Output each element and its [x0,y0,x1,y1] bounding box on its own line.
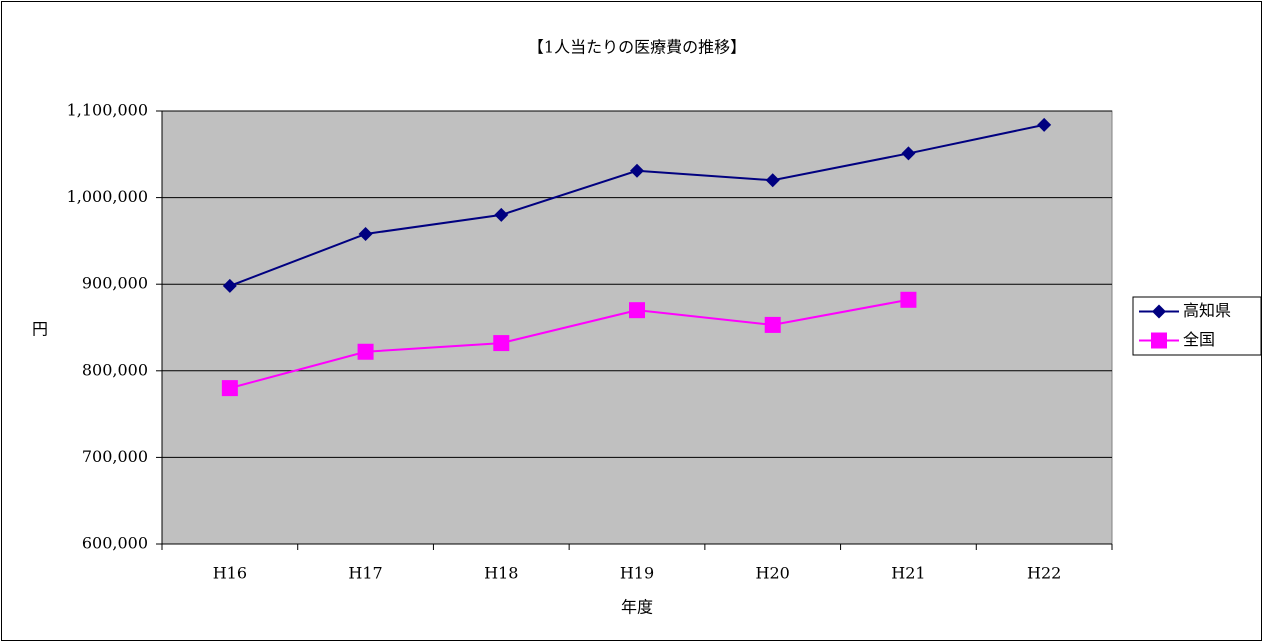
data-point [765,173,780,188]
y-tick-label: 800,000 [82,360,148,379]
data-point [222,278,237,293]
x-tick-label: H20 [756,564,790,583]
x-axis-label: 年度 [621,598,653,617]
data-point [358,226,373,241]
series-line [229,298,909,390]
legend-marker [1151,332,1167,349]
y-tick-label: 600,000 [82,534,148,553]
data-point [221,380,238,397]
chart-title: 【1人当たりの医療費の推移】 [528,38,746,57]
y-tick-label: 700,000 [82,447,148,466]
x-tick-label: H21 [891,564,925,583]
data-point [357,343,374,360]
data-point [901,146,916,161]
x-tick-label: H16 [213,564,247,583]
legend-label: 全国 [1183,330,1215,349]
y-axis-label: 円 [32,320,48,339]
legend-label: 高知県 [1183,301,1231,320]
x-tick-label: H17 [348,564,382,583]
x-tick-label: H22 [1027,564,1061,583]
data-point [1037,117,1052,132]
y-tick-label: 1,000,000 [67,187,148,206]
y-tick-label: 1,100,000 [67,101,148,120]
data-point [630,163,644,178]
x-tick-label: H18 [484,564,518,583]
data-point [900,291,917,308]
data-point [764,316,781,333]
plot-area [161,110,1113,545]
data-point [493,335,510,352]
data-point [629,302,645,319]
y-tick-label: 900,000 [82,274,148,293]
legend-marker [1152,304,1166,319]
x-tick-label: H19 [620,564,654,583]
data-point [494,207,509,222]
